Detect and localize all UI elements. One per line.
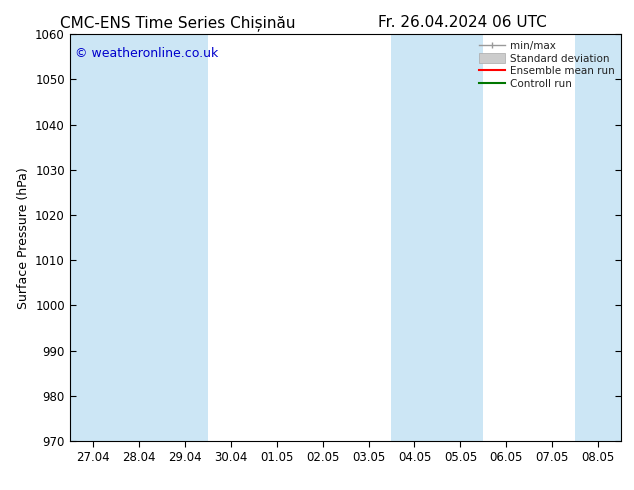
Bar: [115, 34, 162, 441]
Bar: [162, 34, 207, 441]
Y-axis label: Surface Pressure (hPa): Surface Pressure (hPa): [16, 167, 30, 309]
Text: Fr. 26.04.2024 06 UTC: Fr. 26.04.2024 06 UTC: [378, 15, 547, 30]
Bar: [437, 34, 483, 441]
Bar: [70, 34, 115, 441]
Text: CMC-ENS Time Series Chișinău: CMC-ENS Time Series Chișinău: [60, 15, 295, 30]
Bar: [391, 34, 437, 441]
Bar: [575, 34, 621, 441]
Text: © weatheronline.co.uk: © weatheronline.co.uk: [75, 47, 219, 59]
Legend: min/max, Standard deviation, Ensemble mean run, Controll run: min/max, Standard deviation, Ensemble me…: [476, 37, 618, 93]
